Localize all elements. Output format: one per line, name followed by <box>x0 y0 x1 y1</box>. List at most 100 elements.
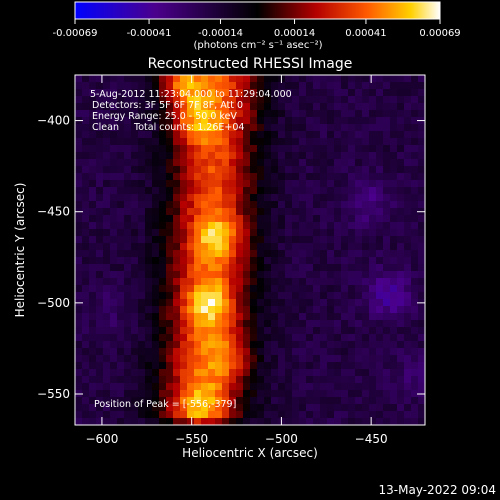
heatmap-cell <box>250 306 258 314</box>
colorbar-tick-label: 0.00069 <box>419 28 460 39</box>
heatmap-cell <box>264 152 272 160</box>
heatmap-cell <box>362 292 370 300</box>
heatmap-cell <box>110 89 118 97</box>
heatmap-cell <box>201 404 209 412</box>
heatmap-cell <box>194 418 202 426</box>
heatmap-cell <box>271 250 279 258</box>
heatmap-cell <box>397 124 405 132</box>
heatmap-cell <box>201 411 209 419</box>
heatmap-cell <box>376 138 384 146</box>
heatmap-cell <box>215 159 223 167</box>
heatmap-cell <box>299 404 307 412</box>
heatmap-cell <box>194 166 202 174</box>
heatmap-cell <box>264 180 272 188</box>
heatmap-cell <box>257 334 265 342</box>
heatmap-cell <box>313 348 321 356</box>
heatmap-cell <box>271 341 279 349</box>
heatmap-cell <box>201 383 209 391</box>
heatmap-cell <box>89 271 97 279</box>
heatmap-cell <box>222 89 230 97</box>
heatmap-cell <box>383 173 391 181</box>
heatmap-cell <box>138 145 146 153</box>
heatmap-cell <box>173 124 181 132</box>
heatmap-cell <box>173 229 181 237</box>
heatmap-cell <box>103 110 111 118</box>
heatmap-cell <box>404 334 412 342</box>
heatmap-cell <box>271 390 279 398</box>
heatmap-cell <box>404 257 412 265</box>
heatmap-cell <box>264 271 272 279</box>
heatmap-cell <box>306 131 314 139</box>
heatmap-cell <box>222 145 230 153</box>
heatmap-cell <box>159 131 167 139</box>
heatmap-cell <box>376 75 384 83</box>
heatmap-cell <box>145 334 153 342</box>
heatmap-cell <box>75 75 83 83</box>
heatmap-cell <box>152 320 160 328</box>
heatmap-cell <box>334 75 342 83</box>
heatmap-cell <box>348 383 356 391</box>
heatmap-cell <box>390 103 398 111</box>
heatmap-cell <box>89 341 97 349</box>
heatmap-cell <box>124 201 132 209</box>
heatmap-cell <box>418 397 426 405</box>
heatmap-cell <box>362 82 370 90</box>
heatmap-cell <box>229 285 237 293</box>
heatmap-cell <box>278 404 286 412</box>
heatmap-cell <box>229 166 237 174</box>
heatmap-cell <box>75 362 83 370</box>
heatmap-cell <box>376 243 384 251</box>
heatmap-cell <box>110 271 118 279</box>
heatmap-cell <box>180 110 188 118</box>
heatmap-cell <box>89 159 97 167</box>
heatmap-cell <box>222 208 230 216</box>
heatmap-cell <box>320 152 328 160</box>
heatmap-cell <box>327 383 335 391</box>
heatmap-cell <box>355 299 363 307</box>
heatmap-cell <box>327 215 335 223</box>
heatmap-cell <box>145 264 153 272</box>
heatmap-cell <box>334 110 342 118</box>
heatmap-cell <box>397 117 405 125</box>
heatmap-cell <box>313 313 321 321</box>
heatmap-cell <box>75 96 83 104</box>
heatmap-cell <box>166 166 174 174</box>
heatmap-cell <box>285 271 293 279</box>
heatmap-cell <box>271 236 279 244</box>
heatmap-cell <box>250 348 258 356</box>
heatmap-cell <box>222 194 230 202</box>
heatmap-cell <box>292 173 300 181</box>
heatmap-cell <box>110 110 118 118</box>
heatmap-cell <box>334 166 342 174</box>
heatmap-cell <box>180 208 188 216</box>
heatmap-cell <box>397 187 405 195</box>
heatmap-cell <box>327 418 335 426</box>
heatmap-cell <box>229 264 237 272</box>
heatmap-cell <box>327 292 335 300</box>
heatmap-cell <box>82 257 90 265</box>
heatmap-cell <box>75 271 83 279</box>
heatmap-cell <box>208 320 216 328</box>
heatmap-cell <box>355 152 363 160</box>
heatmap-cell <box>103 404 111 412</box>
heatmap-cell <box>159 257 167 265</box>
heatmap-cell <box>131 75 139 83</box>
heatmap-cell <box>124 229 132 237</box>
heatmap-cell <box>390 299 398 307</box>
heatmap-cell <box>327 306 335 314</box>
heatmap-cell <box>390 376 398 384</box>
heatmap-cell <box>236 376 244 384</box>
heatmap-cell <box>271 75 279 83</box>
heatmap-cell <box>404 313 412 321</box>
heatmap-cell <box>75 138 83 146</box>
heatmap-cell <box>124 285 132 293</box>
heatmap-cell <box>334 131 342 139</box>
heatmap-cell <box>75 103 83 111</box>
heatmap-cell <box>208 89 216 97</box>
heatmap-cell <box>369 271 377 279</box>
heatmap-cell <box>292 348 300 356</box>
heatmap-cell <box>257 397 265 405</box>
heatmap-cell <box>236 180 244 188</box>
heatmap-cell <box>166 145 174 153</box>
heatmap-cell <box>145 257 153 265</box>
